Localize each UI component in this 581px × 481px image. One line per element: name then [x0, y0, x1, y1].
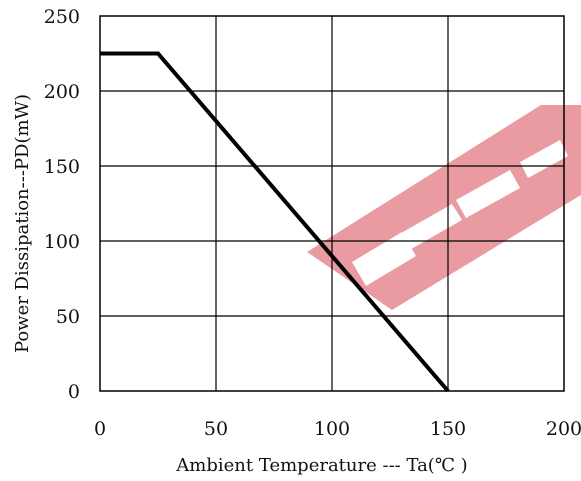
series-line: [100, 51, 450, 393]
y-tick-label: 250: [44, 6, 80, 28]
x-tick-labels: 0 50 100 150 200: [94, 418, 581, 440]
grid: [100, 16, 564, 391]
x-tick-label: 0: [94, 418, 106, 440]
x-axis-label: Ambient Temperature --- Ta(℃ ): [175, 455, 467, 476]
x-tick-label: 150: [430, 418, 466, 440]
y-tick-label: 200: [44, 81, 80, 103]
y-tick-label: 0: [68, 381, 80, 403]
x-tick-label: 50: [204, 418, 228, 440]
x-tick-label: 100: [314, 418, 350, 440]
y-tick-label: 50: [56, 306, 80, 328]
x-tick-label: 200: [546, 418, 581, 440]
y-tick-labels: 0 50 100 150 200 250: [44, 6, 80, 403]
y-tick-label: 150: [44, 156, 80, 178]
watermark-logo: [307, 105, 581, 310]
y-axis-label: Power Dissipation---PD(mW): [12, 94, 33, 353]
y-tick-label: 100: [44, 231, 80, 253]
plot-frame: [99, 15, 565, 392]
